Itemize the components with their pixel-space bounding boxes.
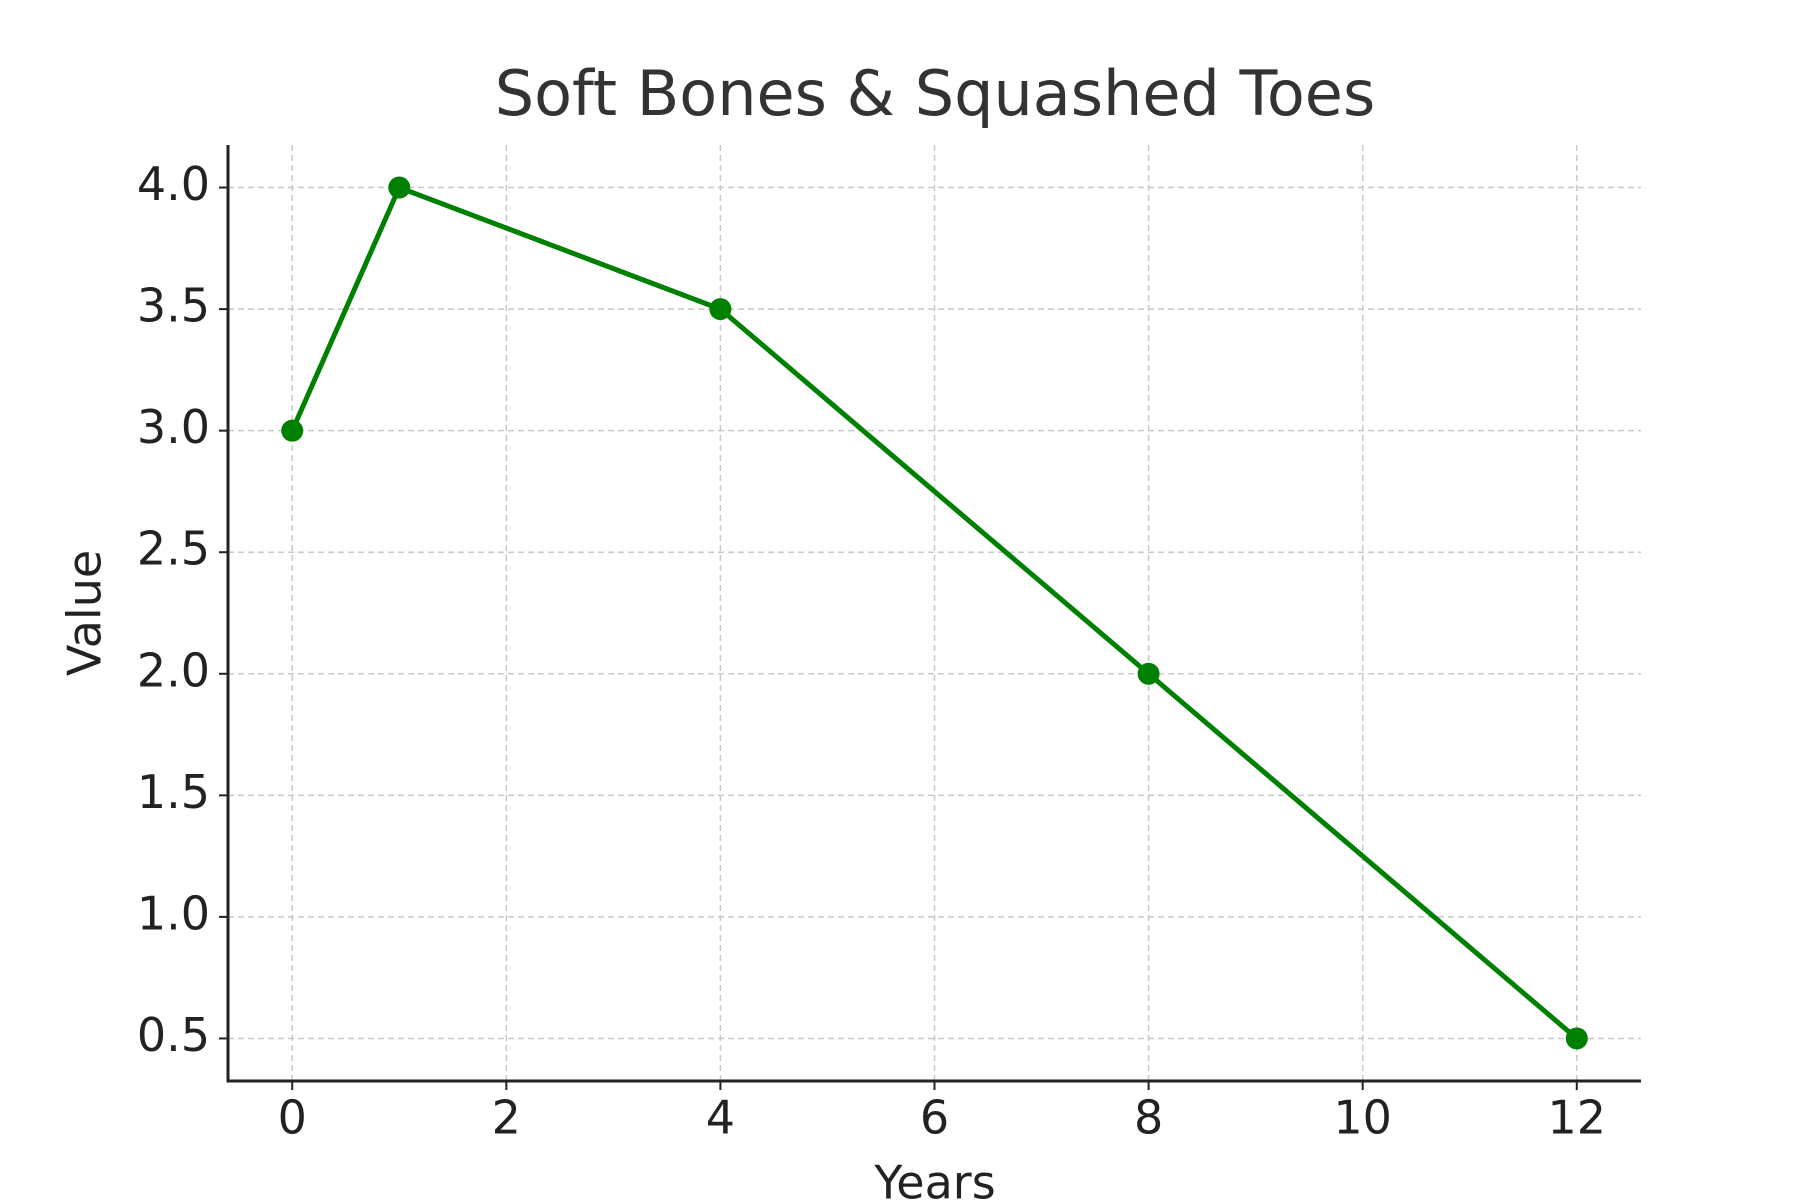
x-tick-label: 6: [920, 1091, 949, 1145]
y-tick-label: 1.0: [137, 886, 210, 940]
data-point: [709, 298, 732, 321]
x-tick-label: 2: [492, 1091, 521, 1145]
y-tick-label: 2.0: [137, 643, 210, 697]
y-axis-label: Value: [58, 550, 112, 676]
x-tick-label: 0: [278, 1091, 307, 1145]
y-tick-label: 0.5: [137, 1008, 210, 1062]
y-tick-label: 4.0: [137, 157, 210, 211]
x-tick-label: 10: [1333, 1091, 1392, 1145]
y-tick-label: 3.5: [137, 279, 210, 333]
x-tick-label: 8: [1134, 1091, 1163, 1145]
x-axis-label: Years: [873, 1156, 995, 1200]
x-tick-label: 12: [1547, 1091, 1606, 1145]
chart-title: Soft Bones & Squashed Toes: [495, 57, 1376, 130]
x-tick-label: 4: [706, 1091, 735, 1145]
y-tick-label: 3.0: [137, 400, 210, 454]
data-point: [281, 419, 304, 442]
data-point: [1565, 1027, 1588, 1050]
y-tick-label: 1.5: [137, 765, 210, 819]
data-point: [388, 176, 411, 199]
y-tick-label: 2.5: [137, 522, 210, 576]
data-point: [1137, 662, 1160, 685]
